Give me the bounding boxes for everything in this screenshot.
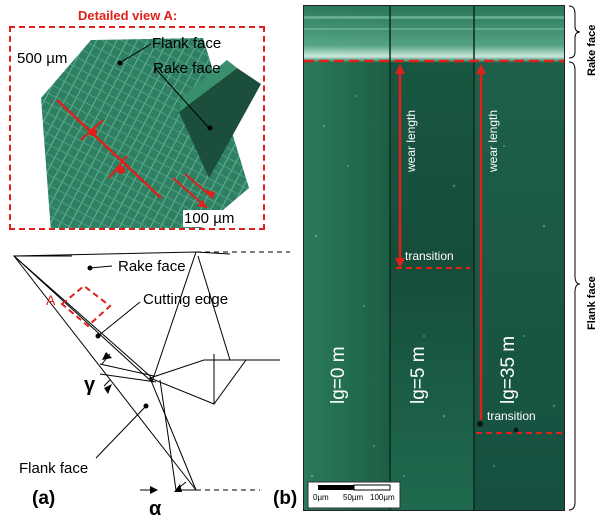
wear-length-label-2: wear length	[486, 109, 500, 172]
flank-face-label: Flank face	[19, 460, 89, 477]
flank-face-top-label: Flank face	[152, 35, 222, 52]
scale-500um-label: 500 µm	[17, 50, 68, 67]
detail-view-title: Detailed view A:	[78, 8, 178, 23]
panel-b-label: (b)	[273, 488, 298, 509]
rake-angle-gamma: γ	[84, 374, 96, 396]
micrograph-image	[304, 6, 564, 510]
scale-100um-label: 100 µm	[183, 210, 236, 227]
rake-face-label: Rake face	[118, 258, 186, 275]
rake-face-top-label: Rake face	[153, 60, 221, 77]
side-braces	[568, 5, 581, 511]
clearance-angle-alpha: α	[149, 498, 162, 520]
side-label-rake-face: Rake face	[586, 24, 598, 76]
cutting-edge-label: Cutting edge	[143, 291, 229, 308]
micrograph-panel: wear length wear length transition trans…	[303, 5, 565, 511]
scale-tick-100: 100µm	[370, 493, 395, 502]
transition-label-1: transition	[405, 249, 454, 263]
detail-view-box	[9, 26, 265, 230]
transition-label-2: transition	[487, 409, 536, 423]
tool-schematic	[12, 251, 290, 494]
wear-length-label-1: wear length	[404, 109, 418, 172]
scale-tick-50: 50µm	[343, 493, 364, 502]
strip-label-lg0: lg=0 m	[328, 346, 349, 404]
scale-tick-0: 0µm	[313, 493, 329, 502]
panel-a-label: (a)	[32, 488, 56, 509]
side-label-flank-face: Flank face	[586, 276, 598, 330]
strip-label-lg5: lg=5 m	[408, 346, 429, 404]
panel-a: Detailed view A:	[0, 0, 290, 521]
tool-micrograph-3d	[41, 38, 261, 228]
strip-label-lg35: lg=35 m	[498, 335, 519, 404]
detail-marker-a: A	[46, 292, 56, 308]
